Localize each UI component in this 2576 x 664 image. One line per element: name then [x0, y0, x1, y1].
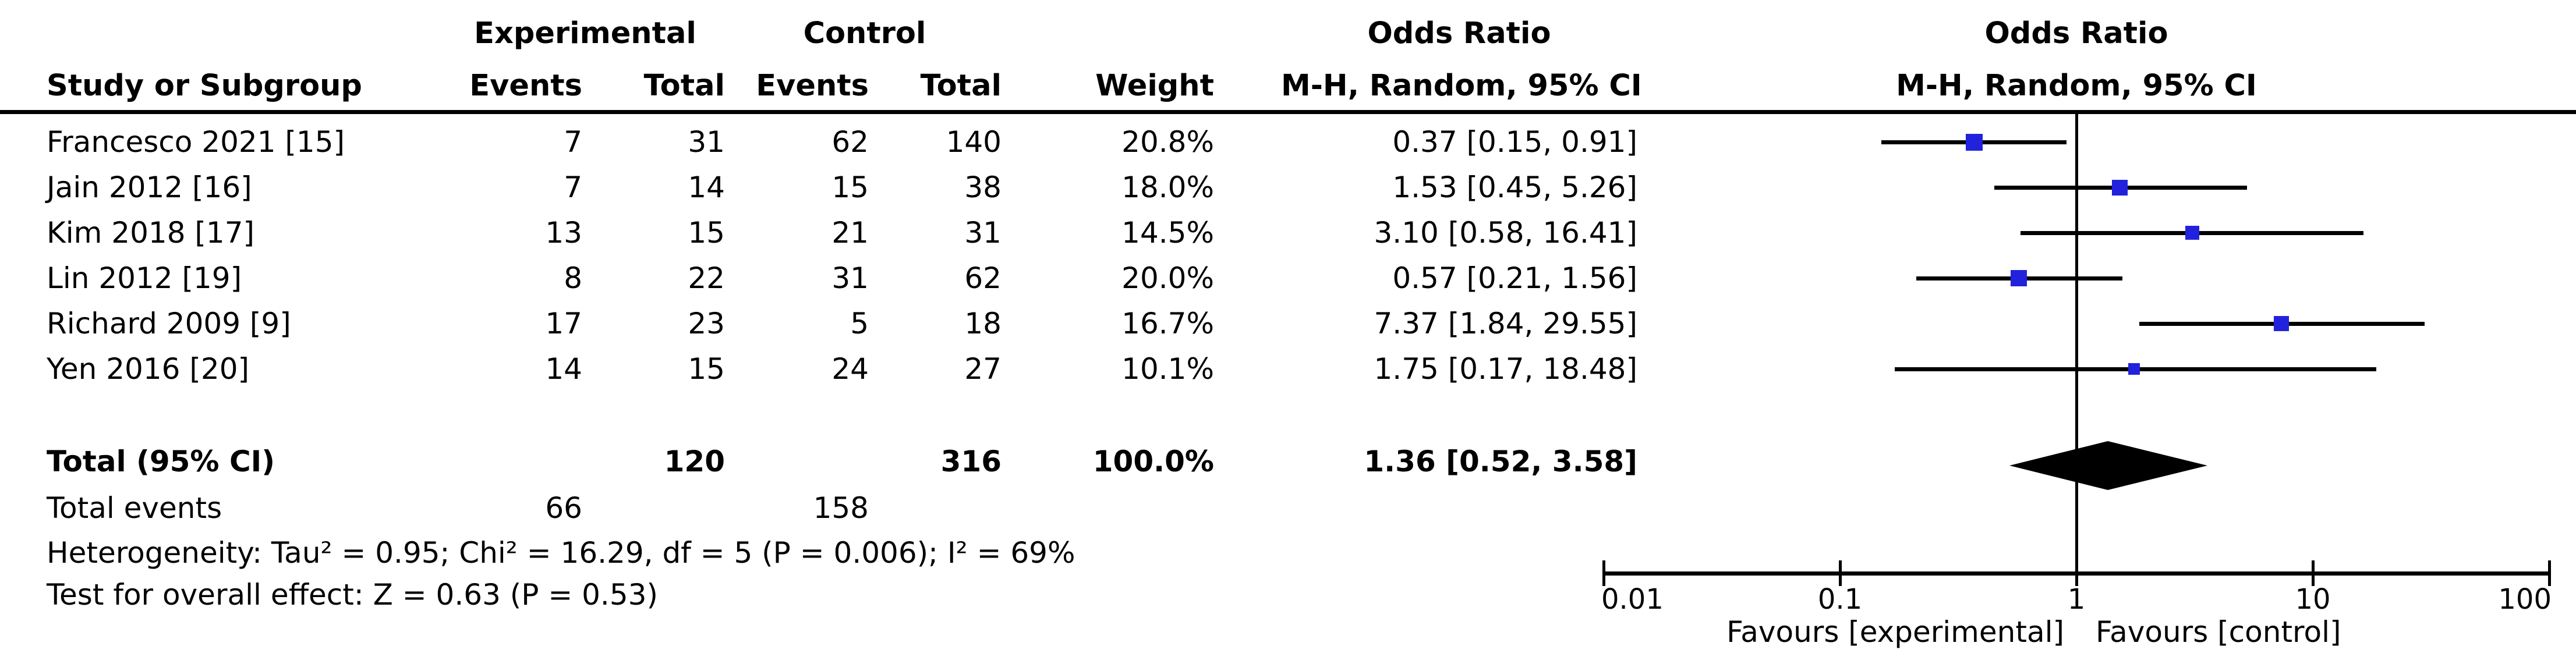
- row-cell-exp_events: 7: [564, 171, 582, 204]
- header-group-control: Control: [803, 16, 926, 51]
- header-ctrl-total: Total: [920, 69, 1002, 103]
- row-cell-ctrl_events: 24: [831, 352, 869, 386]
- row-cell-ctrl_total: 140: [946, 125, 1002, 159]
- effect-marker: [2128, 363, 2140, 375]
- row-cell-name: Kim 2018 [17]: [47, 216, 255, 250]
- total-ctrl-total: 316: [940, 445, 1002, 478]
- row-cell-exp_events: 8: [564, 261, 582, 295]
- axis-tick: [2312, 560, 2315, 586]
- header-weight: Weight: [1095, 69, 1214, 103]
- axis-tick-label: 10: [2295, 583, 2331, 616]
- row-cell-exp_events: 14: [545, 352, 582, 386]
- header-plot-method: M-H, Random, 95% CI: [1896, 69, 2257, 103]
- total-events-exp: 66: [545, 491, 582, 525]
- row-cell-ctrl_events: 5: [850, 307, 869, 340]
- row-cell-exp_total: 22: [688, 261, 725, 295]
- axis-tick: [1602, 560, 1605, 586]
- row-cell-or_ci: 1.75 [0.17, 18.48]: [1374, 352, 1638, 386]
- total-weight: 100.0%: [1092, 445, 1214, 478]
- total-events-label: Total events: [47, 491, 222, 525]
- effect-marker: [2011, 270, 2027, 286]
- row-cell-or_ci: 3.10 [0.58, 16.41]: [1374, 216, 1638, 250]
- total-exp-total: 120: [664, 445, 725, 478]
- row-cell-ctrl_total: 38: [964, 171, 1002, 204]
- total-events-ctrl: 158: [813, 491, 869, 525]
- header-study-or-subgroup: Study or Subgroup: [47, 69, 362, 103]
- row-cell-ctrl_events: 15: [831, 171, 869, 204]
- effect-marker: [2185, 226, 2199, 240]
- row-cell-ctrl_total: 18: [964, 307, 1002, 340]
- overall-effect-test: Test for overall effect: Z = 0.63 (P = 0…: [47, 578, 658, 612]
- header-or-column-title: Odds Ratio: [1367, 16, 1551, 51]
- row-cell-ctrl_total: 31: [964, 216, 1002, 250]
- row-cell-or_ci: 0.37 [0.15, 0.91]: [1392, 125, 1637, 159]
- row-cell-name: Francesco 2021 [15]: [47, 125, 345, 159]
- row-cell-exp_total: 15: [688, 352, 725, 386]
- header-ctrl-events: Events: [756, 69, 869, 103]
- axis-tick-label: 100: [2498, 583, 2552, 616]
- total-row-label: Total (95% CI): [47, 445, 275, 478]
- axis-tick: [2548, 560, 2551, 586]
- row-cell-or_ci: 1.53 [0.45, 5.26]: [1392, 171, 1637, 204]
- row-cell-weight: 16.7%: [1121, 307, 1214, 340]
- row-cell-ctrl_events: 21: [831, 216, 869, 250]
- row-cell-ctrl_total: 27: [964, 352, 1002, 386]
- row-cell-name: Richard 2009 [9]: [47, 307, 291, 340]
- axis-tick-label: 0.01: [1601, 583, 1664, 616]
- heterogeneity-stats: Heterogeneity: Tau² = 0.95; Chi² = 16.29…: [47, 536, 1075, 570]
- row-cell-weight: 20.8%: [1121, 125, 1214, 159]
- axis-tick-label: 1: [2067, 583, 2086, 616]
- header-group-experimental: Experimental: [474, 16, 696, 51]
- row-cell-exp_total: 15: [688, 216, 725, 250]
- row-cell-weight: 10.1%: [1121, 352, 1214, 386]
- total-or-ci: 1.36 [0.52, 3.58]: [1364, 445, 1637, 478]
- effect-marker: [2112, 180, 2128, 196]
- row-cell-weight: 14.5%: [1121, 216, 1214, 250]
- effect-marker: [2274, 316, 2289, 331]
- row-cell-name: Jain 2012 [16]: [47, 171, 252, 204]
- axis-tick-label: 0.1: [1817, 583, 1863, 616]
- header-exp-events: Events: [469, 69, 582, 103]
- row-cell-weight: 20.0%: [1121, 261, 1214, 295]
- axis-tick: [1839, 560, 1842, 586]
- header-exp-total: Total: [643, 69, 725, 103]
- row-cell-or_ci: 0.57 [0.21, 1.56]: [1392, 261, 1637, 295]
- effect-marker: [1966, 134, 1983, 151]
- row-cell-exp_events: 13: [545, 216, 582, 250]
- row-cell-exp_total: 14: [688, 171, 725, 204]
- header-or-method: M-H, Random, 95% CI: [1281, 69, 1642, 103]
- favours-experimental-label: Favours [experimental]: [1726, 615, 2064, 649]
- row-cell-weight: 18.0%: [1121, 171, 1214, 204]
- favours-control-label: Favours [control]: [2096, 615, 2341, 649]
- row-cell-ctrl_events: 31: [831, 261, 869, 295]
- row-cell-ctrl_events: 62: [831, 125, 869, 159]
- row-cell-exp_events: 17: [545, 307, 582, 340]
- row-cell-name: Lin 2012 [19]: [47, 261, 242, 295]
- axis-tick: [2075, 560, 2078, 586]
- row-cell-name: Yen 2016 [20]: [47, 352, 250, 386]
- row-cell-exp_total: 31: [688, 125, 725, 159]
- null-effect-line: [2075, 114, 2078, 575]
- row-cell-exp_events: 7: [564, 125, 582, 159]
- row-cell-ctrl_total: 62: [964, 261, 1002, 295]
- row-cell-or_ci: 7.37 [1.84, 29.55]: [1374, 307, 1638, 340]
- header-rule: [0, 110, 2576, 114]
- header-plot-title: Odds Ratio: [1984, 16, 2168, 51]
- row-cell-exp_total: 23: [688, 307, 725, 340]
